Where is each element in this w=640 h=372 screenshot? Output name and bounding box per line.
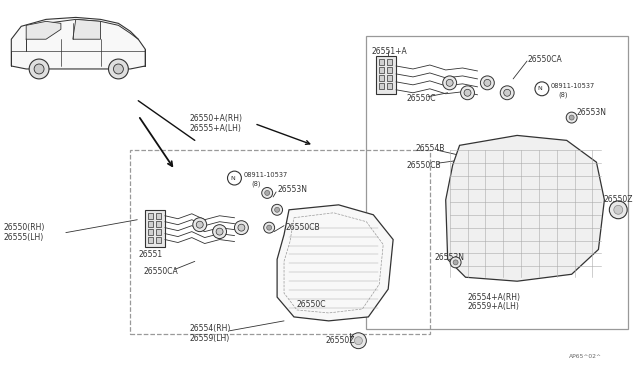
Circle shape bbox=[196, 221, 204, 228]
Bar bbox=[156, 213, 161, 219]
Text: N: N bbox=[230, 176, 235, 180]
Circle shape bbox=[504, 89, 511, 96]
Text: 26550CB: 26550CB bbox=[285, 223, 319, 232]
Circle shape bbox=[614, 205, 623, 214]
Text: 26550Z: 26550Z bbox=[326, 336, 355, 345]
Text: 26550+A(RH): 26550+A(RH) bbox=[190, 114, 243, 123]
Bar bbox=[380, 59, 384, 65]
Circle shape bbox=[464, 89, 471, 96]
Text: 26550CB: 26550CB bbox=[406, 161, 441, 170]
Circle shape bbox=[29, 59, 49, 79]
Polygon shape bbox=[26, 21, 61, 39]
Text: 26551+A: 26551+A bbox=[371, 46, 407, 56]
Circle shape bbox=[271, 204, 282, 215]
Text: N: N bbox=[538, 86, 542, 91]
Circle shape bbox=[265, 190, 269, 195]
Text: 26554B: 26554B bbox=[416, 144, 445, 153]
Polygon shape bbox=[445, 135, 604, 281]
Bar bbox=[148, 213, 153, 219]
Polygon shape bbox=[12, 17, 145, 69]
Bar bbox=[366, 36, 628, 329]
Circle shape bbox=[267, 225, 271, 230]
Circle shape bbox=[238, 224, 245, 231]
Text: 26553N: 26553N bbox=[577, 108, 607, 117]
Bar bbox=[380, 75, 384, 81]
Circle shape bbox=[351, 333, 366, 349]
Circle shape bbox=[446, 79, 453, 86]
Polygon shape bbox=[73, 19, 100, 39]
Bar bbox=[131, 150, 430, 334]
Circle shape bbox=[569, 115, 574, 120]
Circle shape bbox=[264, 222, 275, 233]
Text: 08911-10537: 08911-10537 bbox=[243, 172, 287, 178]
Circle shape bbox=[461, 86, 474, 100]
Text: AP65^02^: AP65^02^ bbox=[569, 354, 602, 359]
Circle shape bbox=[609, 201, 627, 219]
Bar bbox=[387, 59, 392, 65]
Text: 26559(LH): 26559(LH) bbox=[190, 334, 230, 343]
Circle shape bbox=[484, 79, 491, 86]
Text: 26554(RH): 26554(RH) bbox=[190, 324, 231, 333]
Circle shape bbox=[566, 112, 577, 123]
Text: (8): (8) bbox=[252, 181, 261, 187]
Bar bbox=[156, 237, 161, 243]
Text: (8): (8) bbox=[559, 92, 568, 98]
Bar bbox=[387, 75, 392, 81]
Bar bbox=[148, 229, 153, 235]
Text: 26550C: 26550C bbox=[406, 94, 436, 103]
Circle shape bbox=[535, 82, 549, 96]
Bar bbox=[156, 221, 161, 227]
Bar bbox=[137, 54, 145, 66]
Text: 26555+A(LH): 26555+A(LH) bbox=[190, 124, 242, 133]
Circle shape bbox=[109, 59, 129, 79]
Circle shape bbox=[234, 221, 248, 235]
Circle shape bbox=[113, 64, 124, 74]
Circle shape bbox=[193, 218, 207, 232]
Bar bbox=[148, 221, 153, 227]
Text: 26550Z: 26550Z bbox=[604, 195, 633, 204]
Text: 26551: 26551 bbox=[138, 250, 163, 259]
Circle shape bbox=[481, 76, 494, 90]
Text: 26554+A(RH): 26554+A(RH) bbox=[468, 293, 520, 302]
Bar bbox=[387, 83, 392, 89]
Circle shape bbox=[262, 187, 273, 198]
Bar bbox=[380, 67, 384, 73]
Text: 08911-10537: 08911-10537 bbox=[551, 83, 595, 89]
Text: 26553N: 26553N bbox=[435, 253, 465, 262]
Circle shape bbox=[355, 337, 362, 345]
Text: 26550(RH): 26550(RH) bbox=[3, 223, 45, 232]
Circle shape bbox=[227, 171, 241, 185]
Text: 26555(LH): 26555(LH) bbox=[3, 233, 44, 242]
Circle shape bbox=[453, 260, 458, 265]
Polygon shape bbox=[277, 205, 393, 321]
Text: 26550CA: 26550CA bbox=[527, 55, 562, 64]
Bar bbox=[156, 229, 161, 235]
Bar bbox=[380, 83, 384, 89]
Circle shape bbox=[275, 207, 280, 212]
Text: 26550C: 26550C bbox=[297, 299, 326, 308]
Bar bbox=[148, 237, 153, 243]
Circle shape bbox=[450, 257, 461, 268]
Circle shape bbox=[212, 225, 227, 238]
Circle shape bbox=[216, 228, 223, 235]
Circle shape bbox=[500, 86, 514, 100]
Text: 26559+A(LH): 26559+A(LH) bbox=[468, 302, 520, 311]
Text: 26553N: 26553N bbox=[277, 186, 307, 195]
Circle shape bbox=[443, 76, 456, 90]
Bar bbox=[387, 67, 392, 73]
Bar bbox=[376, 56, 396, 94]
Bar bbox=[145, 210, 165, 247]
Circle shape bbox=[34, 64, 44, 74]
Text: 26550CA: 26550CA bbox=[143, 267, 178, 276]
